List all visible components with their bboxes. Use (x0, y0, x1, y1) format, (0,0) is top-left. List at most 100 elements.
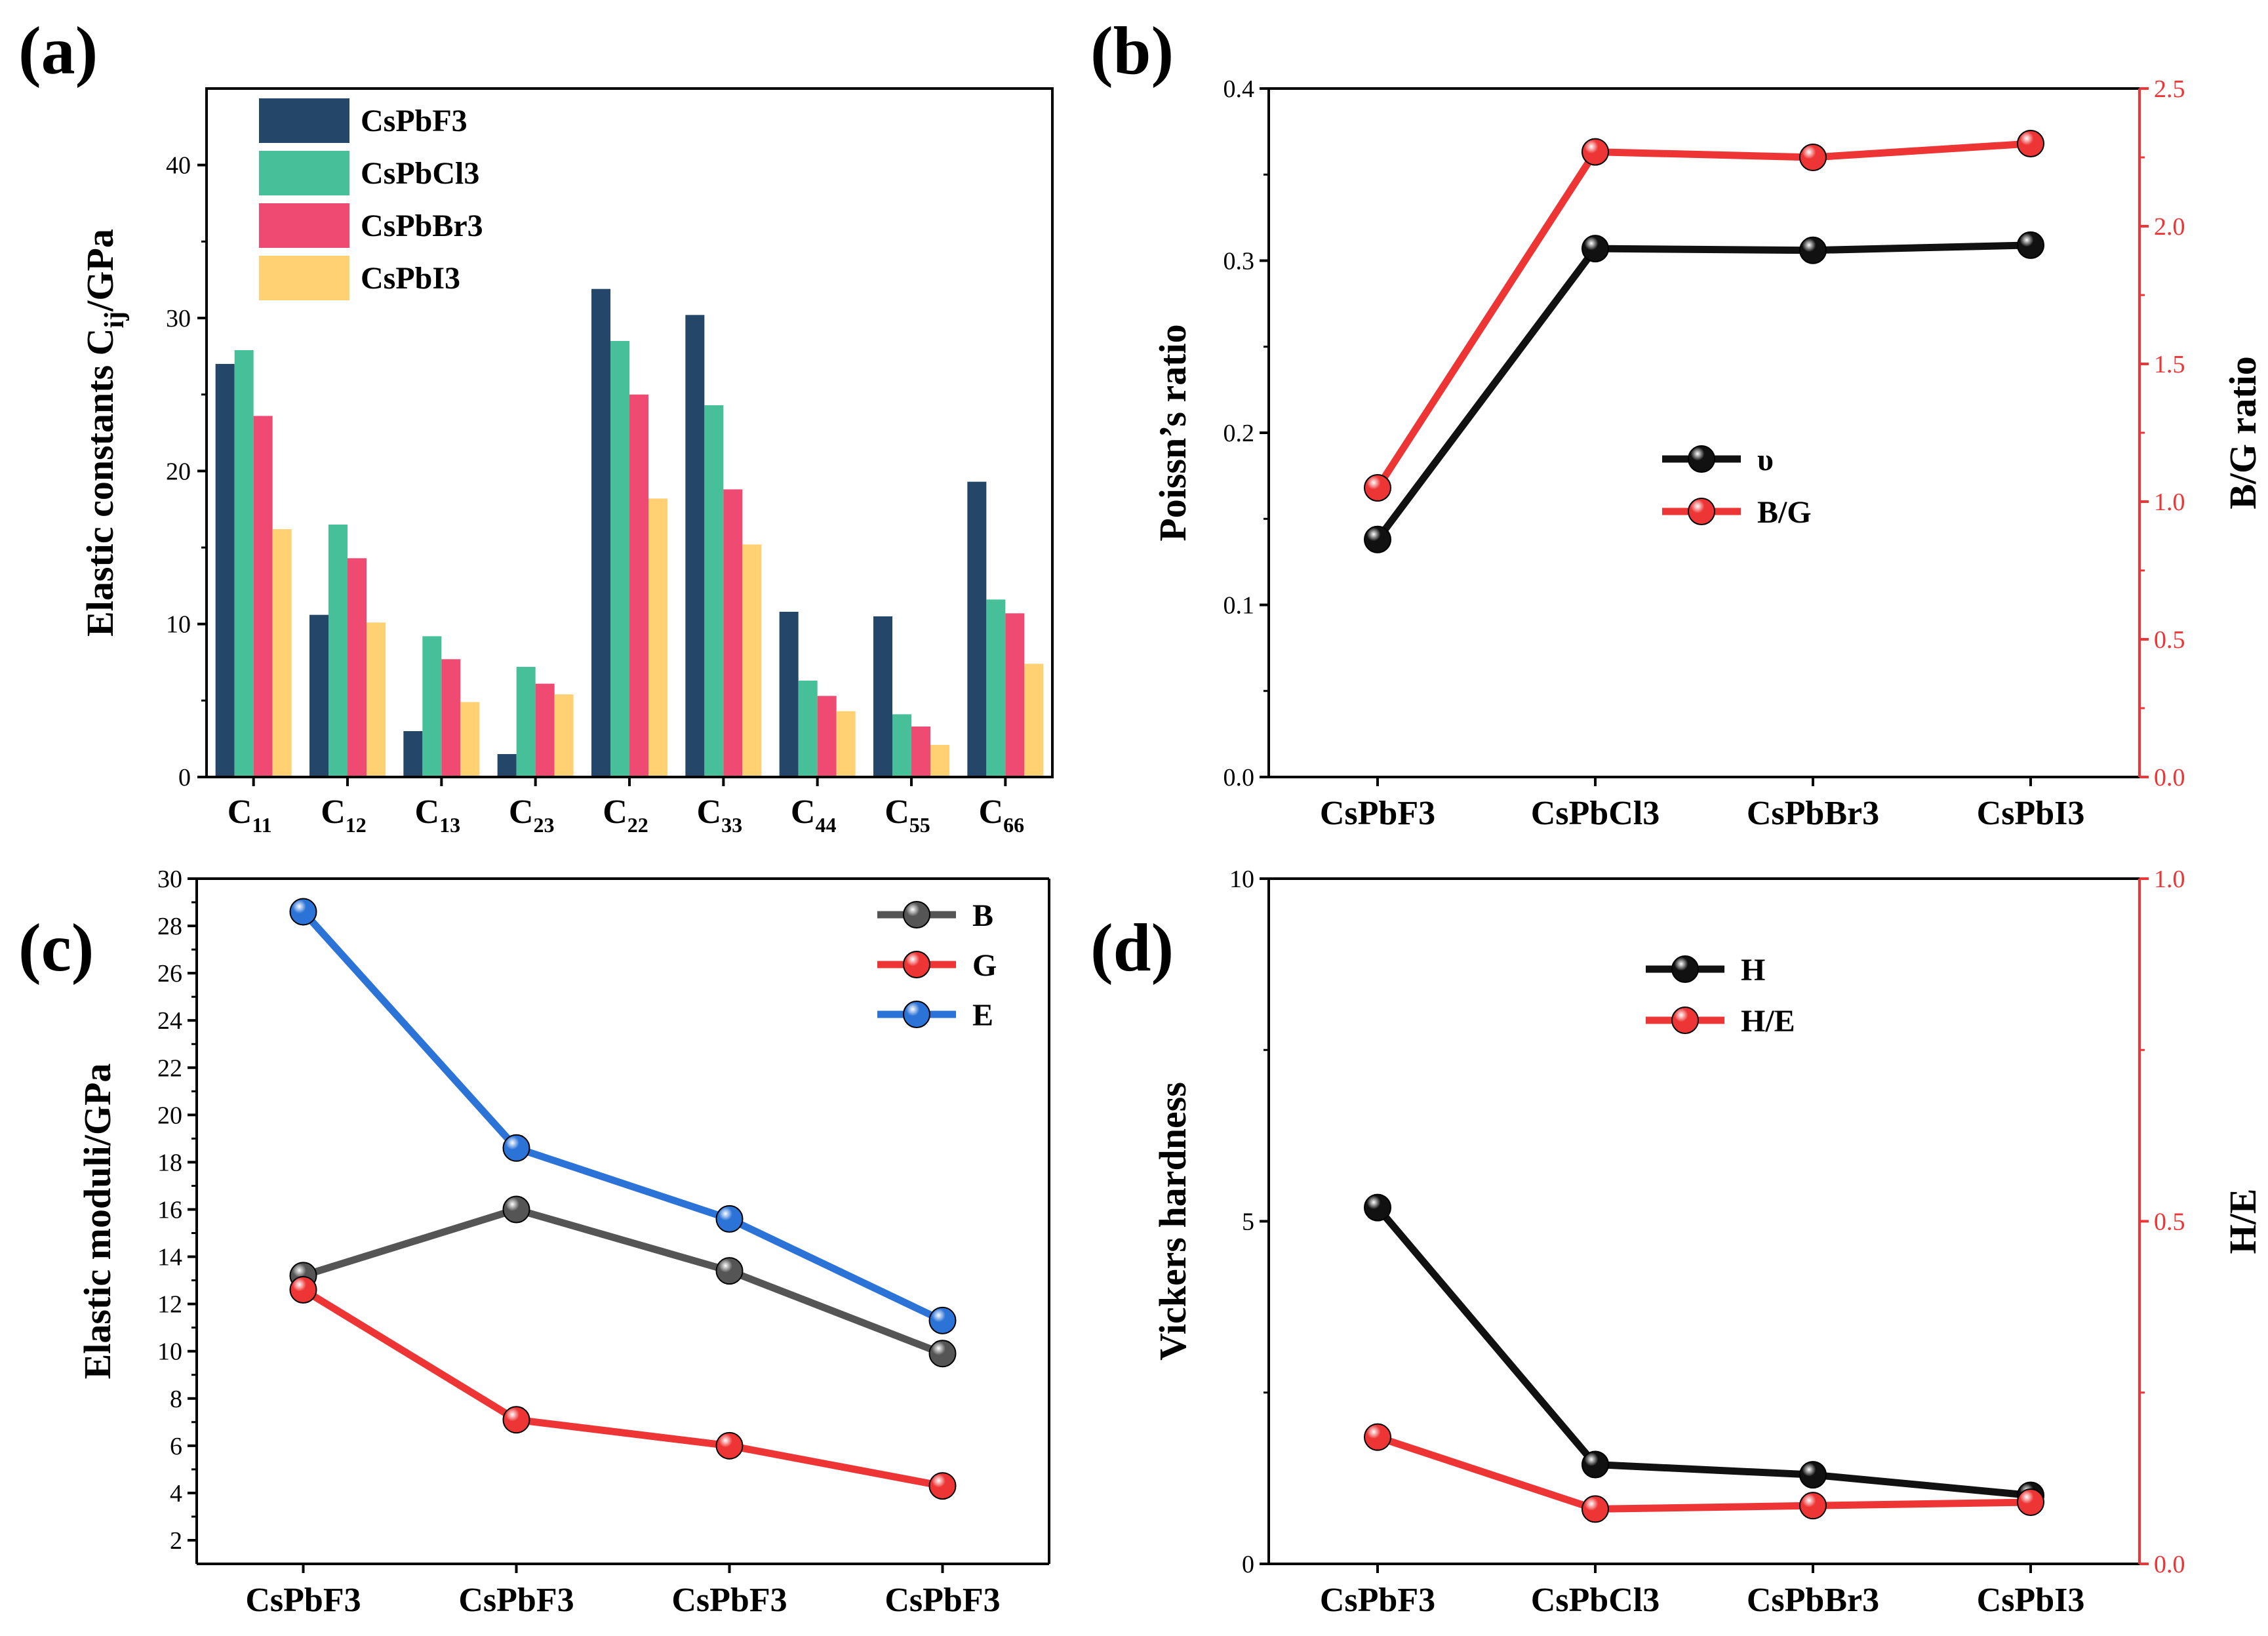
bar (497, 754, 517, 777)
series-line (300, 909, 944, 1324)
x-tick-sub: 13 (439, 813, 460, 837)
y-tick-label: 10 (157, 1338, 182, 1366)
y-tick-label: 22 (157, 1054, 182, 1082)
bar (967, 481, 987, 777)
y2-axis-title: B/G ratio (2221, 356, 2264, 509)
bar (610, 341, 629, 777)
bar (704, 405, 724, 777)
y-axis-title: Vickers hardness (1151, 1082, 1194, 1361)
x-tick-label: CsPbBr3 (1747, 1582, 1879, 1619)
y-tick-label: 18 (157, 1149, 182, 1176)
panel-d: 0 5 10 0.0 0.5 1.0 CsPbF3 CsPbCl3 CsPbBr3 CsPbI3 H… (1090, 866, 2264, 1619)
bar (986, 599, 1006, 777)
x-tick-base: C (603, 793, 627, 831)
x-tick-label: C11 (228, 793, 272, 837)
bar (422, 636, 442, 777)
x-tick-base: C (885, 793, 909, 831)
panel-label: (d) (1090, 910, 1174, 986)
bar (328, 525, 348, 777)
legend-marker (903, 951, 930, 978)
x-tick-sub: 44 (815, 813, 836, 837)
data-point (1799, 1492, 1827, 1520)
data-point (928, 1472, 957, 1500)
x-tick-base: C (228, 793, 252, 831)
legend-label: B/G (1757, 495, 1812, 530)
y-axis-title-sub: ij (100, 311, 130, 329)
x-tick-label: CsPbF3 (885, 1582, 1000, 1619)
y-tick-label: 20 (157, 1102, 182, 1129)
data-point (1364, 1423, 1391, 1451)
bar (367, 622, 386, 777)
x-tick-label: C55 (885, 793, 930, 837)
x-tick-base: C (697, 793, 722, 831)
x-tick-base: C (321, 793, 346, 831)
y-axis-title-suffix: /GPa (79, 229, 121, 312)
legend-label: CsPbI3 (361, 261, 460, 296)
data-point (289, 1276, 317, 1304)
bar (685, 315, 705, 777)
y-tick-label: 10 (1229, 866, 1254, 893)
bar (836, 711, 856, 777)
series-line (302, 1205, 944, 1357)
bar (798, 681, 818, 777)
y2-tick-label: 2.5 (2154, 75, 2185, 103)
x-tick-sub: 22 (627, 813, 648, 837)
x-tick-label: C22 (603, 793, 648, 837)
y-tick-label: 24 (157, 1007, 182, 1035)
y2-axis-title: H/E (2221, 1189, 2264, 1254)
y-tick-label: 0.2 (1224, 420, 1255, 447)
data-point (715, 1431, 744, 1460)
x-tick-sub: 55 (909, 813, 930, 837)
y-tick-label: 26 (157, 960, 182, 988)
bar (591, 289, 610, 778)
legend-marker (903, 901, 930, 928)
y2-tick-label: 0.0 (2154, 1551, 2185, 1578)
y2-tick-label: 1.0 (2154, 489, 2185, 516)
legend-label: E (972, 998, 993, 1033)
bar (253, 416, 273, 777)
series-line (1374, 140, 2031, 490)
series-line (1376, 1433, 2031, 1513)
bar (930, 745, 949, 777)
bar (348, 558, 367, 777)
legend-label: G (972, 948, 997, 983)
y2-tick-label: 1.5 (2154, 351, 2185, 378)
x-tick-sub: 12 (346, 813, 367, 837)
legend-label: H/E (1741, 1004, 1795, 1039)
y-tick-label: 28 (157, 913, 182, 940)
bar (873, 616, 892, 777)
y2-tick-label: 0.5 (2154, 1208, 2185, 1236)
y-tick-label: 30 (157, 866, 182, 893)
y-axis-title: Poissn’s ratio (1151, 324, 1194, 541)
y2-tick-label: 0.5 (2154, 626, 2185, 654)
data-point (1364, 474, 1391, 502)
y2-tick-label: 2.0 (2154, 213, 2185, 241)
bar (817, 696, 837, 777)
y-tick-label: 8 (170, 1386, 182, 1413)
x-tick-label: CsPbF3 (245, 1582, 361, 1619)
legend-label: υ (1757, 443, 1774, 477)
bar (892, 714, 911, 777)
bar (460, 702, 480, 777)
data-point (289, 898, 317, 926)
bar (535, 683, 555, 777)
bar (742, 544, 762, 777)
x-tick-label: CsPbF3 (458, 1582, 574, 1619)
legend-label: CsPbCl3 (361, 156, 479, 191)
legend-label: H (1741, 953, 1765, 988)
y-axis-title: Elastic constants Cij/GPa (79, 229, 130, 637)
data-point (2017, 231, 2044, 259)
bar (403, 731, 423, 777)
data-point (1799, 144, 1827, 171)
series-line (1374, 1205, 2031, 1499)
bar (779, 612, 799, 777)
x-tick-base: C (979, 793, 1004, 831)
legend-swatch (259, 151, 349, 195)
y-tick-label: 20 (166, 458, 191, 485)
x-tick-label: C33 (697, 793, 743, 837)
y-tick-label: 0 (1242, 1551, 1254, 1578)
bar (723, 489, 743, 777)
x-tick-label: CsPbCl3 (1531, 795, 1660, 832)
legend-label: B (972, 898, 993, 933)
data-point (928, 1306, 957, 1334)
